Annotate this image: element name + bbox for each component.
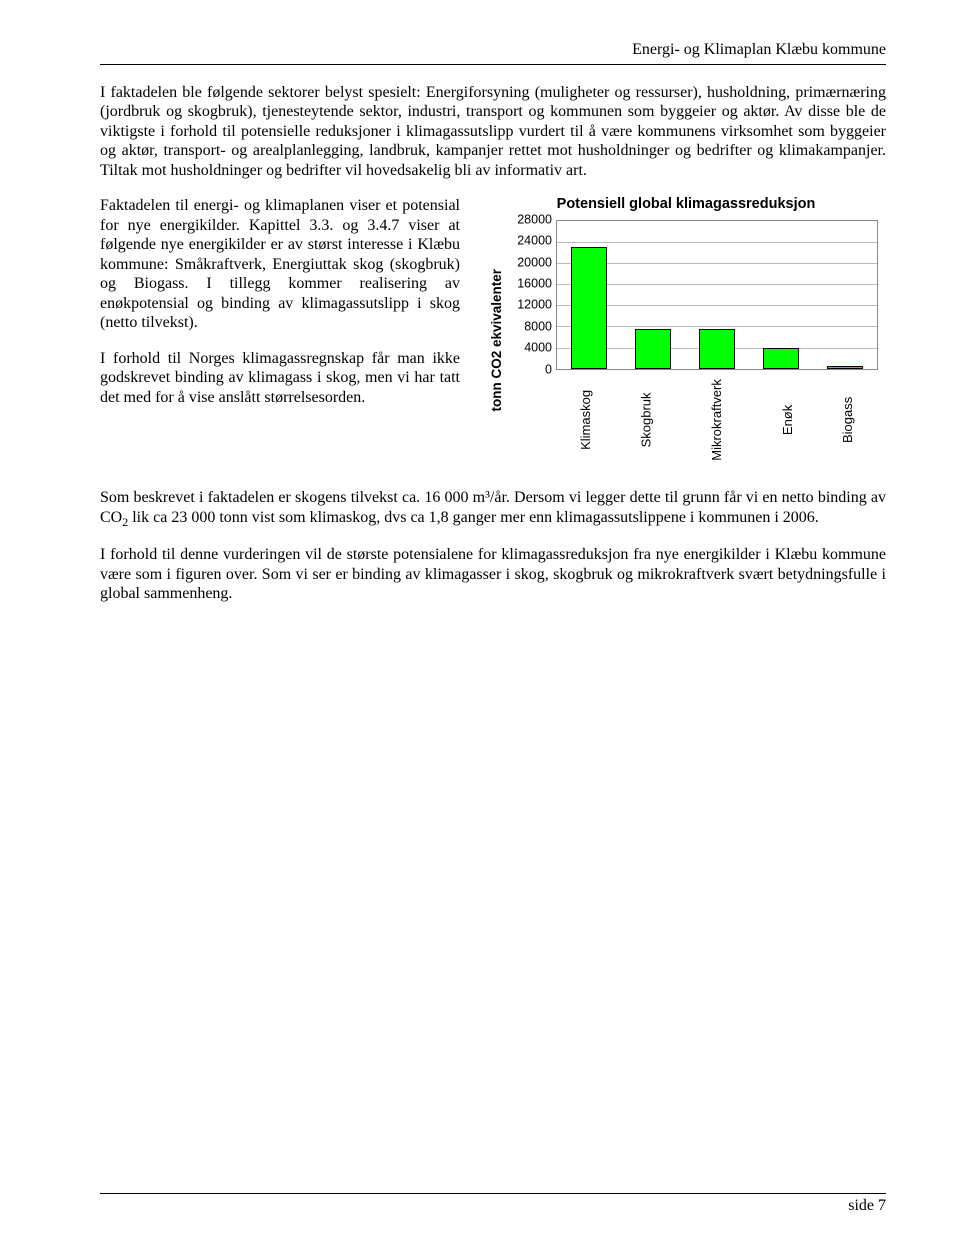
chart-bar [827,366,862,369]
chart-title: Potensiell global klimagassreduksjon [486,196,886,214]
chart-ytick: 12000 [517,298,552,313]
chart-xlabel-text: Klimaskog [578,390,594,450]
page-number: side 7 [100,1196,886,1216]
chart-ylabel: tonn CO2 ekvivalenter [486,220,508,460]
chart-yticks: 0400080001200016000200002400028000 [508,220,556,370]
chart-bar [571,247,606,369]
chart-ytick: 28000 [517,212,552,227]
chart-ytick: 0 [545,362,552,377]
page-header: Energi- og Klimaplan Klæbu kommune [100,40,886,60]
chart-plot-column: 0400080001200016000200002400028000 Klima… [508,220,886,460]
chart-ytick: 16000 [517,276,552,291]
bar-chart: Potensiell global klimagassreduksjon ton… [486,196,886,468]
chart-ytick: 4000 [524,341,552,356]
chart-plot-area [556,220,878,370]
chart-body: tonn CO2 ekvivalenter 0 4000 8000 12000 1600… [486,220,886,460]
chart-plot-upper: 0400080001200016000200002400028000 [508,220,886,370]
chart-ytick: 20000 [517,255,552,270]
chart-xlabel: Biogass [818,370,878,460]
chart-xlabel: Mikrokraftverk [676,370,758,460]
chart-bar [699,329,734,369]
left-text-column: Faktadelen til energi- og klimaplanen vi… [100,196,460,468]
chart-column: Potensiell global klimagassreduksjon ton… [486,196,886,468]
paragraph-left-2: I forhold til Norges klimagassregnskap f… [100,349,460,408]
paragraph-1: I faktadelen ble følgende sektorer belys… [100,83,886,181]
chart-xlabel-text: Enøk [780,405,796,435]
page-footer: side 7 [100,1193,886,1216]
paragraph-2: Som beskrevet i faktadelen er skogens ti… [100,488,886,529]
header-rule [100,64,886,65]
chart-ytick: 24000 [517,234,552,249]
chart-bar [635,329,670,369]
chart-xlabels: Klimaskog Skogbruk Mikrokraftverk Enøk Bioga… [556,370,878,460]
chart-xlabel-text: Biogass [840,397,856,443]
footer-rule [100,1193,886,1194]
two-column-section: Faktadelen til energi- og klimaplanen vi… [100,196,886,468]
paragraph-3: I forhold til denne vurderingen vil de s… [100,545,886,604]
chart-xlabel: Skogbruk [616,370,676,460]
chart-bar [763,348,798,369]
paragraph-2-part-b: lik ca 23 000 tonn vist som klimaskog, d… [128,509,819,526]
chart-ylabel-text: tonn CO2 ekvivalenter [489,269,505,412]
chart-xlabel-text: Skogbruk [638,392,654,447]
chart-xlabel: Enøk [758,370,818,460]
chart-ytick: 8000 [524,319,552,334]
chart-gridline [557,242,877,243]
paragraph-left-1: Faktadelen til energi- og klimaplanen vi… [100,196,460,333]
chart-xlabel-text: Mikrokraftverk [709,379,725,461]
chart-xlabel: Klimaskog [556,370,616,460]
